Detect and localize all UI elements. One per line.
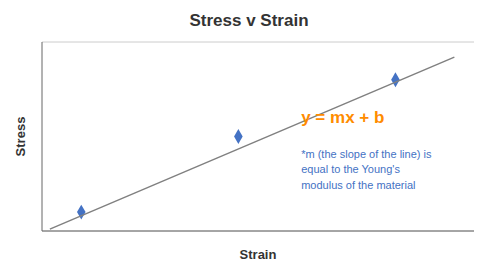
html-text:Stress v Strain: Stress v Strain: [189, 11, 309, 30]
html-text:*m (the slope of the line) is: *m (the slope of the line) is equal to t…: [301, 147, 432, 192]
svg-text:Stress: Stress: [13, 117, 28, 157]
svg-text:Strain: Strain: [240, 247, 277, 262]
html-text:y = mx + b: y = mx + b: [301, 107, 385, 127]
